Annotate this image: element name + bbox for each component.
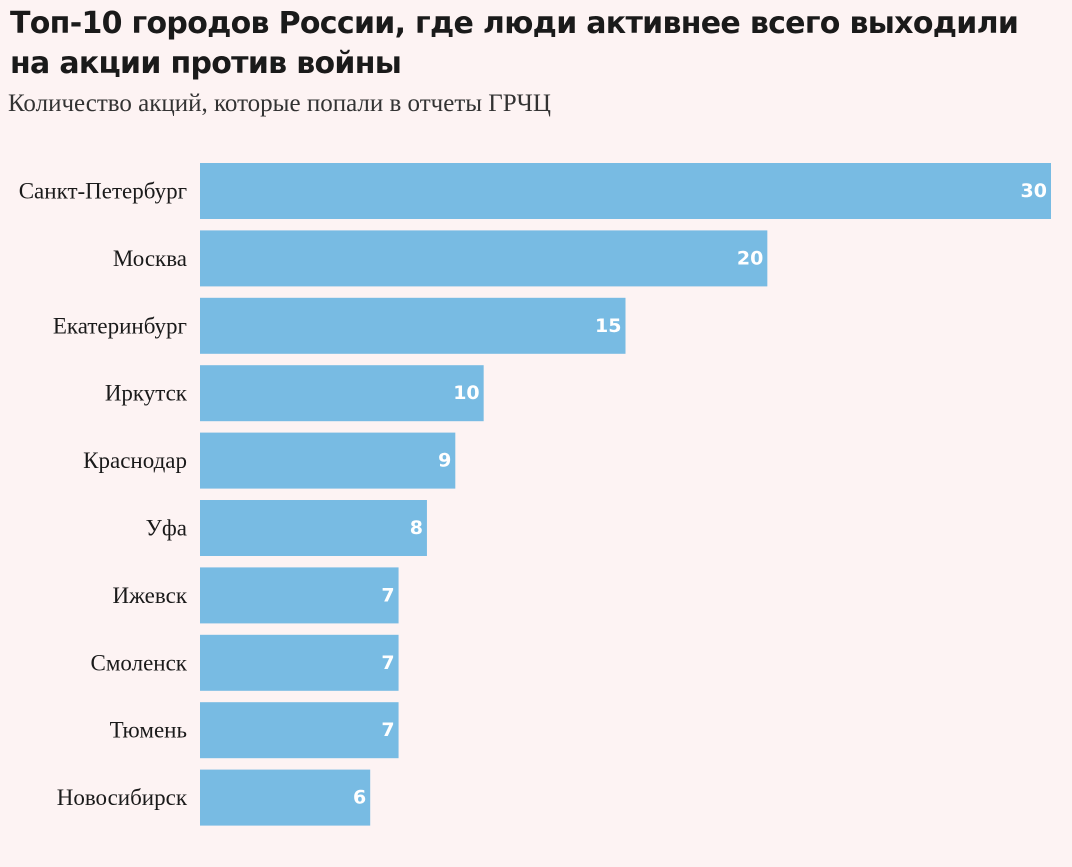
category-label: Новосибирск <box>57 785 188 810</box>
value-label: 7 <box>381 652 394 674</box>
bar <box>200 365 484 422</box>
bar-row: Санкт-Петербург 30 <box>19 163 1051 219</box>
value-label: 15 <box>595 315 621 337</box>
category-label: Санкт-Петербург <box>19 179 187 204</box>
value-label: 30 <box>1021 180 1047 202</box>
category-label: Екатеринбург <box>53 313 187 338</box>
value-label: 6 <box>353 787 366 809</box>
bar <box>200 230 768 287</box>
bar <box>200 297 626 354</box>
bar <box>200 163 1051 219</box>
category-label: Краснодар <box>83 448 187 473</box>
bar <box>200 769 371 826</box>
bar-row: Тюмень 7 <box>110 702 399 759</box>
category-label: Москва <box>113 246 187 271</box>
bar-row: Иркутск 10 <box>105 365 484 422</box>
bar-row: Новосибирск 6 <box>57 769 371 826</box>
value-label: 8 <box>410 517 423 539</box>
bar <box>200 702 399 759</box>
category-label: Тюмень <box>110 718 187 743</box>
bar <box>200 500 427 556</box>
bar-row: Смоленск 7 <box>91 634 399 691</box>
category-label: Смоленск <box>91 650 188 675</box>
bar <box>200 567 399 624</box>
value-label: 10 <box>453 382 479 404</box>
value-label: 9 <box>438 450 451 472</box>
category-label: Уфа <box>146 516 187 541</box>
bar-row: Ижевск 7 <box>112 567 399 624</box>
bar-row: Екатеринбург 15 <box>53 297 626 354</box>
bar-row: Уфа 8 <box>146 500 427 556</box>
chart-title: Топ-10 городов России, где люди активнее… <box>10 6 1019 81</box>
bar-row: Краснодар 9 <box>83 432 456 489</box>
chart-subtitle: Количество акций, которые попали в отчет… <box>8 90 551 117</box>
bar-row: Москва 20 <box>113 230 768 287</box>
category-label: Иркутск <box>105 381 188 406</box>
value-label: 20 <box>737 247 763 269</box>
bar <box>200 634 399 691</box>
bar <box>200 432 456 489</box>
value-label: 7 <box>381 584 394 606</box>
value-label: 7 <box>381 719 394 741</box>
category-label: Ижевск <box>112 583 187 608</box>
